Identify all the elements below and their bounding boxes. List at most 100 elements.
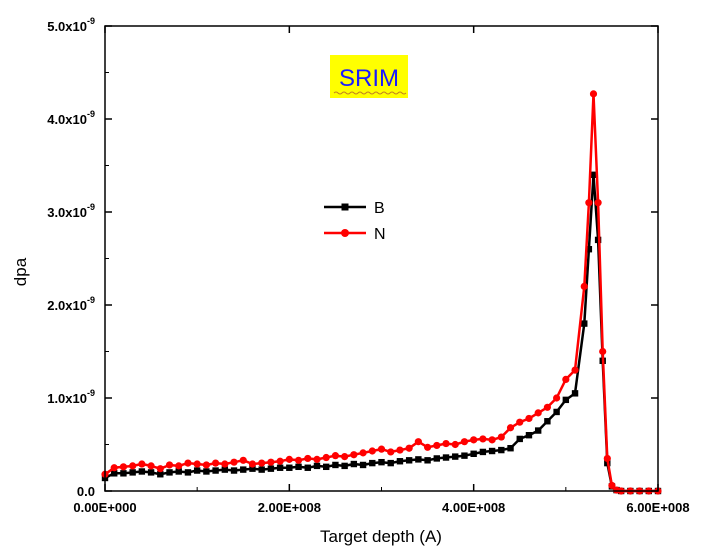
data-point [378,458,385,466]
data-point [442,439,450,448]
y-tick-label-exponent: -9 [87,202,95,212]
data-point [585,246,593,253]
data-point [276,457,284,465]
data-point [553,408,560,416]
data-point [580,282,588,290]
data-point [267,458,275,466]
data-point [313,462,321,470]
data-point [322,453,330,462]
data-point [110,464,118,472]
y-tick-label-exponent: -9 [87,388,95,398]
data-point [415,456,422,463]
data-point [221,466,229,473]
data-point [497,433,505,441]
data-point [516,435,523,443]
series-layer [101,90,662,495]
data-point [452,453,459,460]
data-point [286,464,293,471]
srim-annotation-underline [333,91,407,95]
data-point [203,468,210,475]
x-tick-label: 0.00E+000 [73,500,136,515]
data-point [451,440,459,449]
data-point [461,452,468,459]
data-point [230,458,238,466]
y-tick-label-exponent: -9 [87,16,95,26]
data-point [184,459,192,467]
y-tick-label: 4.0x10-9 [47,109,95,127]
data-point [157,471,164,478]
data-point [396,458,404,465]
data-point [331,452,340,460]
y-tick-label-exponent: -9 [87,109,95,119]
data-point [147,469,155,476]
y-tick-label: 1.0x10-9 [47,388,95,406]
data-point [405,444,413,452]
data-point [368,447,376,455]
data-point [585,199,593,207]
x-tick-label: 4.00E+008 [442,500,505,515]
srim-annotation-highlight [330,55,408,98]
data-point [396,446,404,454]
series-N [101,90,662,495]
data-point [525,414,533,423]
srim-annotation: SRIM [330,55,408,98]
y-tick-label-mantissa: 2.0x10 [47,298,87,313]
data-point [414,438,422,446]
data-point [147,462,155,470]
data-point [377,445,386,453]
data-point [433,441,441,450]
y-axis-title: dpa [11,257,30,286]
data-point [258,466,265,473]
legend-marker [341,203,349,211]
data-point [249,465,256,472]
data-point [359,461,367,469]
data-point [608,481,616,490]
y-tick-label-mantissa: 5.0x10 [47,19,87,34]
data-point [230,467,238,474]
data-point [387,459,394,467]
x-tick-label: 2.00E+008 [258,500,321,515]
data-point [221,460,229,468]
data-point [516,418,524,426]
data-point [193,467,201,474]
data-point [507,445,514,452]
y-tick-label-mantissa: 3.0x10 [47,205,87,220]
y-tick-label-exponent: -9 [87,295,95,305]
data-point [202,461,210,469]
data-point [350,460,358,468]
data-point [479,448,487,456]
data-point [433,455,440,462]
data-point [603,454,611,463]
data-point [525,432,533,439]
y-tick-label: 2.0x10-9 [47,295,95,313]
data-point [119,463,128,471]
data-point [341,452,349,461]
data-point [156,465,164,473]
data-point [323,463,330,471]
x-tick-label: 6.00E+008 [626,500,689,515]
data-point [488,447,496,455]
data-point [341,462,348,470]
data-point [594,199,602,207]
data-point [184,469,192,476]
data-point [295,463,302,471]
data-point [138,468,146,475]
data-point [304,464,311,471]
data-point [387,448,395,456]
data-point [240,466,247,473]
data-point [285,455,293,463]
legend-label: B [374,200,385,217]
data-point [304,454,312,463]
data-point [506,424,515,432]
data-point [562,375,570,383]
data-point [405,457,413,464]
data-point [553,394,561,402]
legend-item-B: B [324,200,385,217]
data-point [193,460,201,468]
data-point [543,403,552,411]
data-point [129,462,137,470]
data-point [534,409,542,417]
data-point [294,456,303,464]
series-line-B [104,173,658,493]
